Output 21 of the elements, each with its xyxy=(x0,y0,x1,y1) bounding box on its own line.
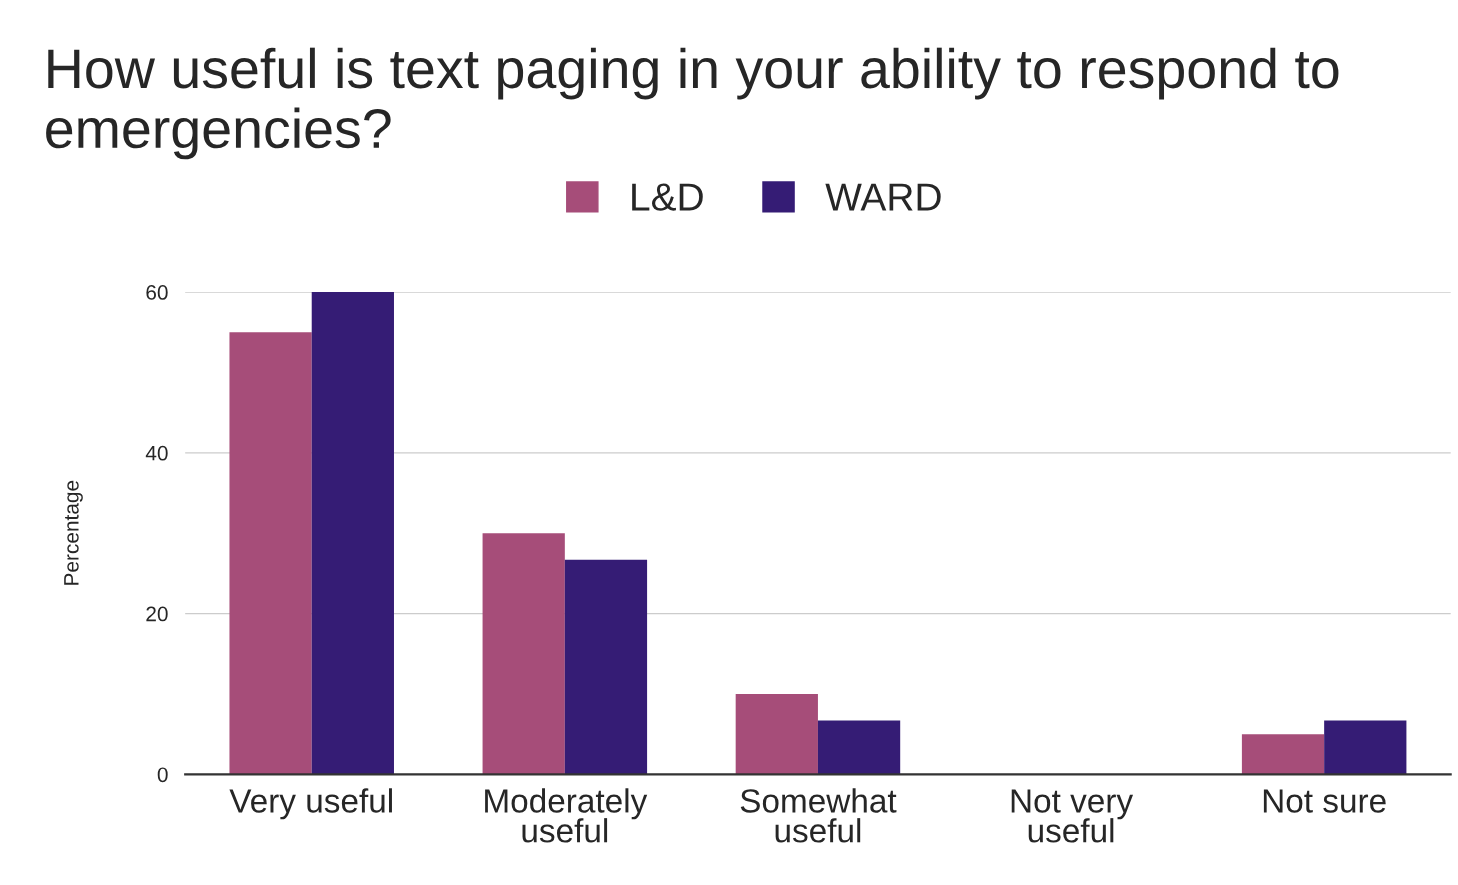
x-tick-label: Somewhat useful xyxy=(740,788,897,843)
y-tick-label: 40 xyxy=(145,445,168,461)
y-axis-title: Percentage xyxy=(64,480,83,585)
x-tick-label: Not very useful xyxy=(1011,789,1134,843)
bar xyxy=(817,720,901,775)
chart-title: How useful is text paging in your ability to respond to emergencies? xyxy=(46,47,1339,160)
bar xyxy=(1324,720,1407,775)
y-tick-label: 20 xyxy=(146,606,168,622)
bar xyxy=(482,533,565,775)
legend-label: WARD xyxy=(825,183,941,211)
bar xyxy=(311,292,394,775)
bar xyxy=(564,559,648,775)
bar xyxy=(735,693,818,775)
x-tick-label: Very useful xyxy=(229,788,392,820)
bar xyxy=(1241,734,1325,775)
x-tick-label: Moderately useful xyxy=(485,788,648,843)
x-tick-label: Not sure xyxy=(1263,789,1386,813)
legend-label: L&D xyxy=(632,183,703,211)
y-tick-label: 60 xyxy=(146,285,168,300)
bar xyxy=(229,332,312,775)
y-tick-label: 0 xyxy=(157,767,168,783)
